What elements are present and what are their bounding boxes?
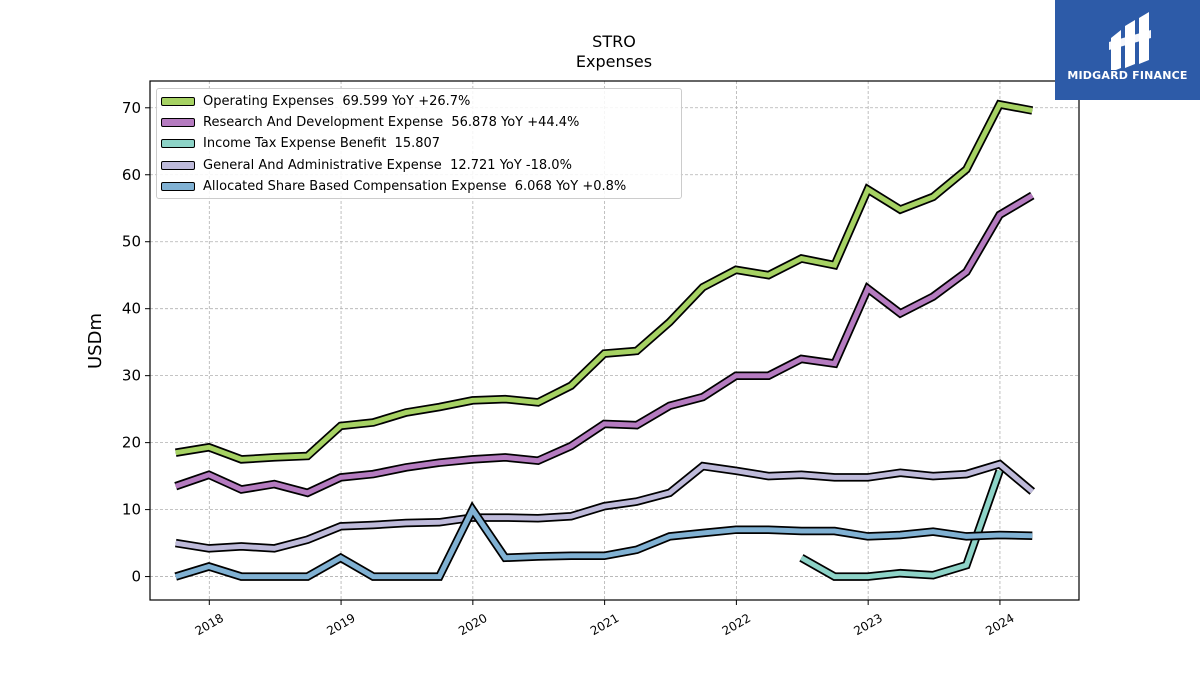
legend-label: Allocated Share Based Compensation Expen… xyxy=(203,178,627,194)
x-tick-label: 2019 xyxy=(324,611,357,638)
legend-item-research-and-development: Research And Development Expense 56.878 … xyxy=(157,113,681,134)
series-line-2 xyxy=(800,469,1002,580)
legend-swatch xyxy=(161,181,195,191)
legend-swatch xyxy=(161,139,195,149)
y-tick-label: 20 xyxy=(122,434,141,452)
legend-item-operating-expenses: Operating Expenses 69.599 YoY +26.7% xyxy=(157,92,681,113)
y-tick-label: 10 xyxy=(122,501,141,519)
series-line-0 xyxy=(175,101,1033,462)
y-tick-label: 60 xyxy=(122,166,141,184)
x-tick-label: 2018 xyxy=(193,611,226,638)
legend-item-share-based-compensation: Allocated Share Based Compensation Expen… xyxy=(157,177,681,198)
legend-label: Income Tax Expense Benefit 15.807 xyxy=(203,136,441,152)
series-line-3 xyxy=(175,461,1034,551)
x-tick-label: 2023 xyxy=(851,611,884,638)
midgard-finance-logo: MIDGARD FINANCE xyxy=(1055,0,1200,100)
x-tick-label: 2022 xyxy=(720,611,753,638)
x-tick-label: 2020 xyxy=(456,611,489,638)
legend-swatch xyxy=(161,118,195,128)
legend-swatch xyxy=(161,97,195,106)
legend-swatch xyxy=(161,160,195,170)
series-line-1 xyxy=(174,193,1034,496)
legend-item-general-and-administrative: General And Administrative Expense 12.72… xyxy=(157,156,681,177)
series-outline-1 xyxy=(174,191,1035,498)
y-tick-label: 30 xyxy=(122,367,141,385)
legend-label: Operating Expenses 69.599 YoY +26.7% xyxy=(203,94,471,109)
x-tick-label: 2024 xyxy=(983,611,1016,638)
y-axis-label: USDm xyxy=(85,313,106,369)
series-lines xyxy=(174,99,1036,581)
chart-legend: Operating Expenses 69.599 YoY +26.7% Res… xyxy=(156,88,682,199)
series-line-4 xyxy=(174,504,1033,580)
x-tick-label: 2021 xyxy=(588,611,621,638)
midgard-mark-icon xyxy=(1109,12,1151,70)
plot-frame xyxy=(149,80,1080,601)
legend-label: General And Administrative Expense 12.72… xyxy=(203,157,572,173)
y-tick-label: 50 xyxy=(122,233,141,251)
y-tick-label: 70 xyxy=(122,99,141,117)
chart-subtitle: Expenses xyxy=(576,52,652,71)
y-tick-label: 40 xyxy=(122,300,141,318)
y-tick-label: 0 xyxy=(131,568,141,586)
logo-brand-text: MIDGARD FINANCE xyxy=(1067,69,1188,82)
legend-label: Research And Development Expense 56.878 … xyxy=(203,115,580,131)
legend-item-income-tax: Income Tax Expense Benefit 15.807 xyxy=(157,134,681,155)
chart-title: STRO xyxy=(592,32,636,51)
